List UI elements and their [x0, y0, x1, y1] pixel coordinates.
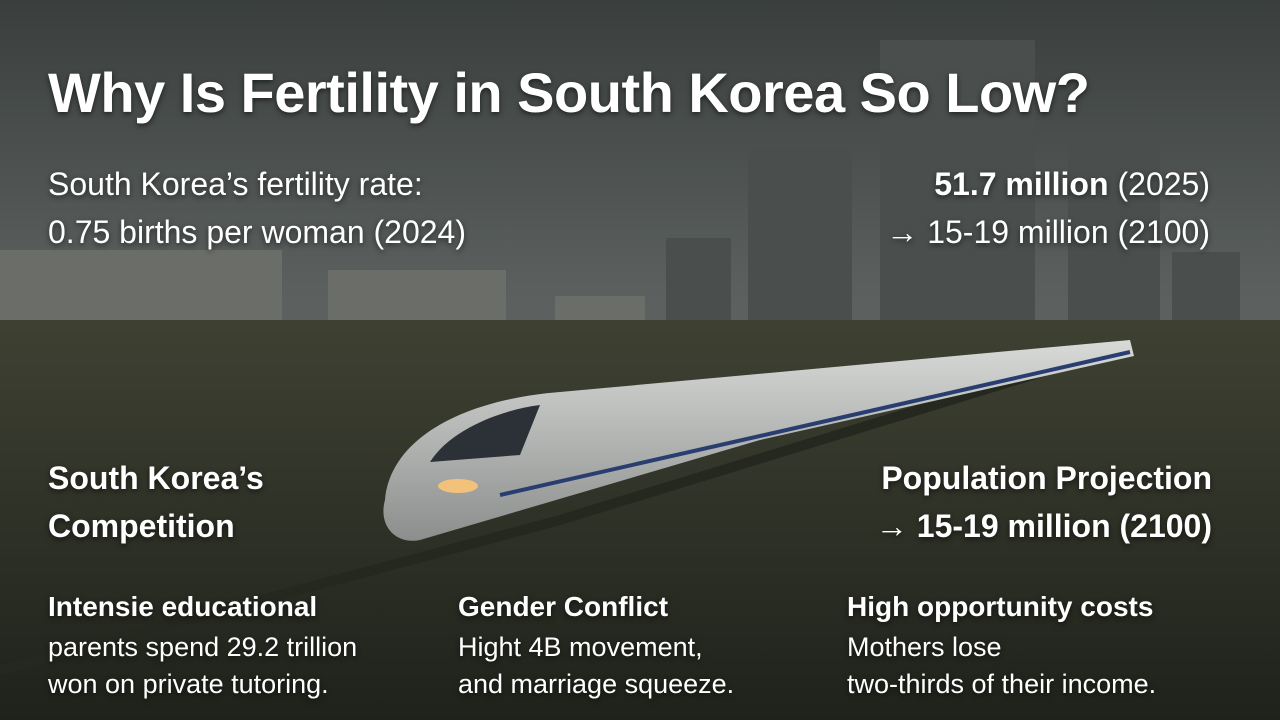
- heading-line: → 15-19 million (2100): [875, 508, 1212, 544]
- factor-text: won on private tutoring.: [48, 669, 329, 699]
- projection: → 15-19 million (2100): [886, 214, 1210, 250]
- factor-column: Intensie educational parents spend 29.2 …: [48, 588, 357, 703]
- heading-line: Population Projection: [881, 460, 1212, 496]
- factor-text: Mothers lose: [847, 632, 1002, 662]
- stat-line: South Korea’s fertility rate:: [48, 166, 423, 202]
- population-value: 51.7 million: [934, 166, 1109, 202]
- heading-line: South Korea’s: [48, 460, 264, 496]
- factor-column: High opportunity costs Mothers lose two-…: [847, 588, 1156, 703]
- factor-heading: High opportunity costs: [847, 591, 1154, 622]
- heading-line: Competition: [48, 508, 235, 544]
- population-year: (2025): [1117, 166, 1211, 202]
- factor-text: Hight 4B movement,: [458, 632, 703, 662]
- fertility-stat: South Korea’s fertility rate: 0.75 birth…: [48, 160, 466, 256]
- factor-heading: Intensie educational: [48, 591, 318, 622]
- section-heading: South Korea’s Competition: [48, 454, 264, 550]
- title: Why Is Fertility in South Korea So Low?: [48, 61, 1090, 124]
- population-stat: 51.7 million (2025) → 15-19 million (2100…: [886, 160, 1210, 256]
- factor-text: two-thirds of their income.: [847, 669, 1157, 699]
- factor-heading: Gender Conflict: [458, 591, 669, 622]
- factor-column: Gender Conflict Hight 4B movement, and m…: [458, 588, 734, 703]
- factor-text: parents spend 29.2 trillion: [48, 632, 358, 662]
- factor-text: and marriage squeeze.: [458, 669, 735, 699]
- stat-line: 0.75 births per woman (2024): [48, 214, 466, 250]
- section-heading: Population Projection → 15-19 million (2…: [876, 454, 1212, 550]
